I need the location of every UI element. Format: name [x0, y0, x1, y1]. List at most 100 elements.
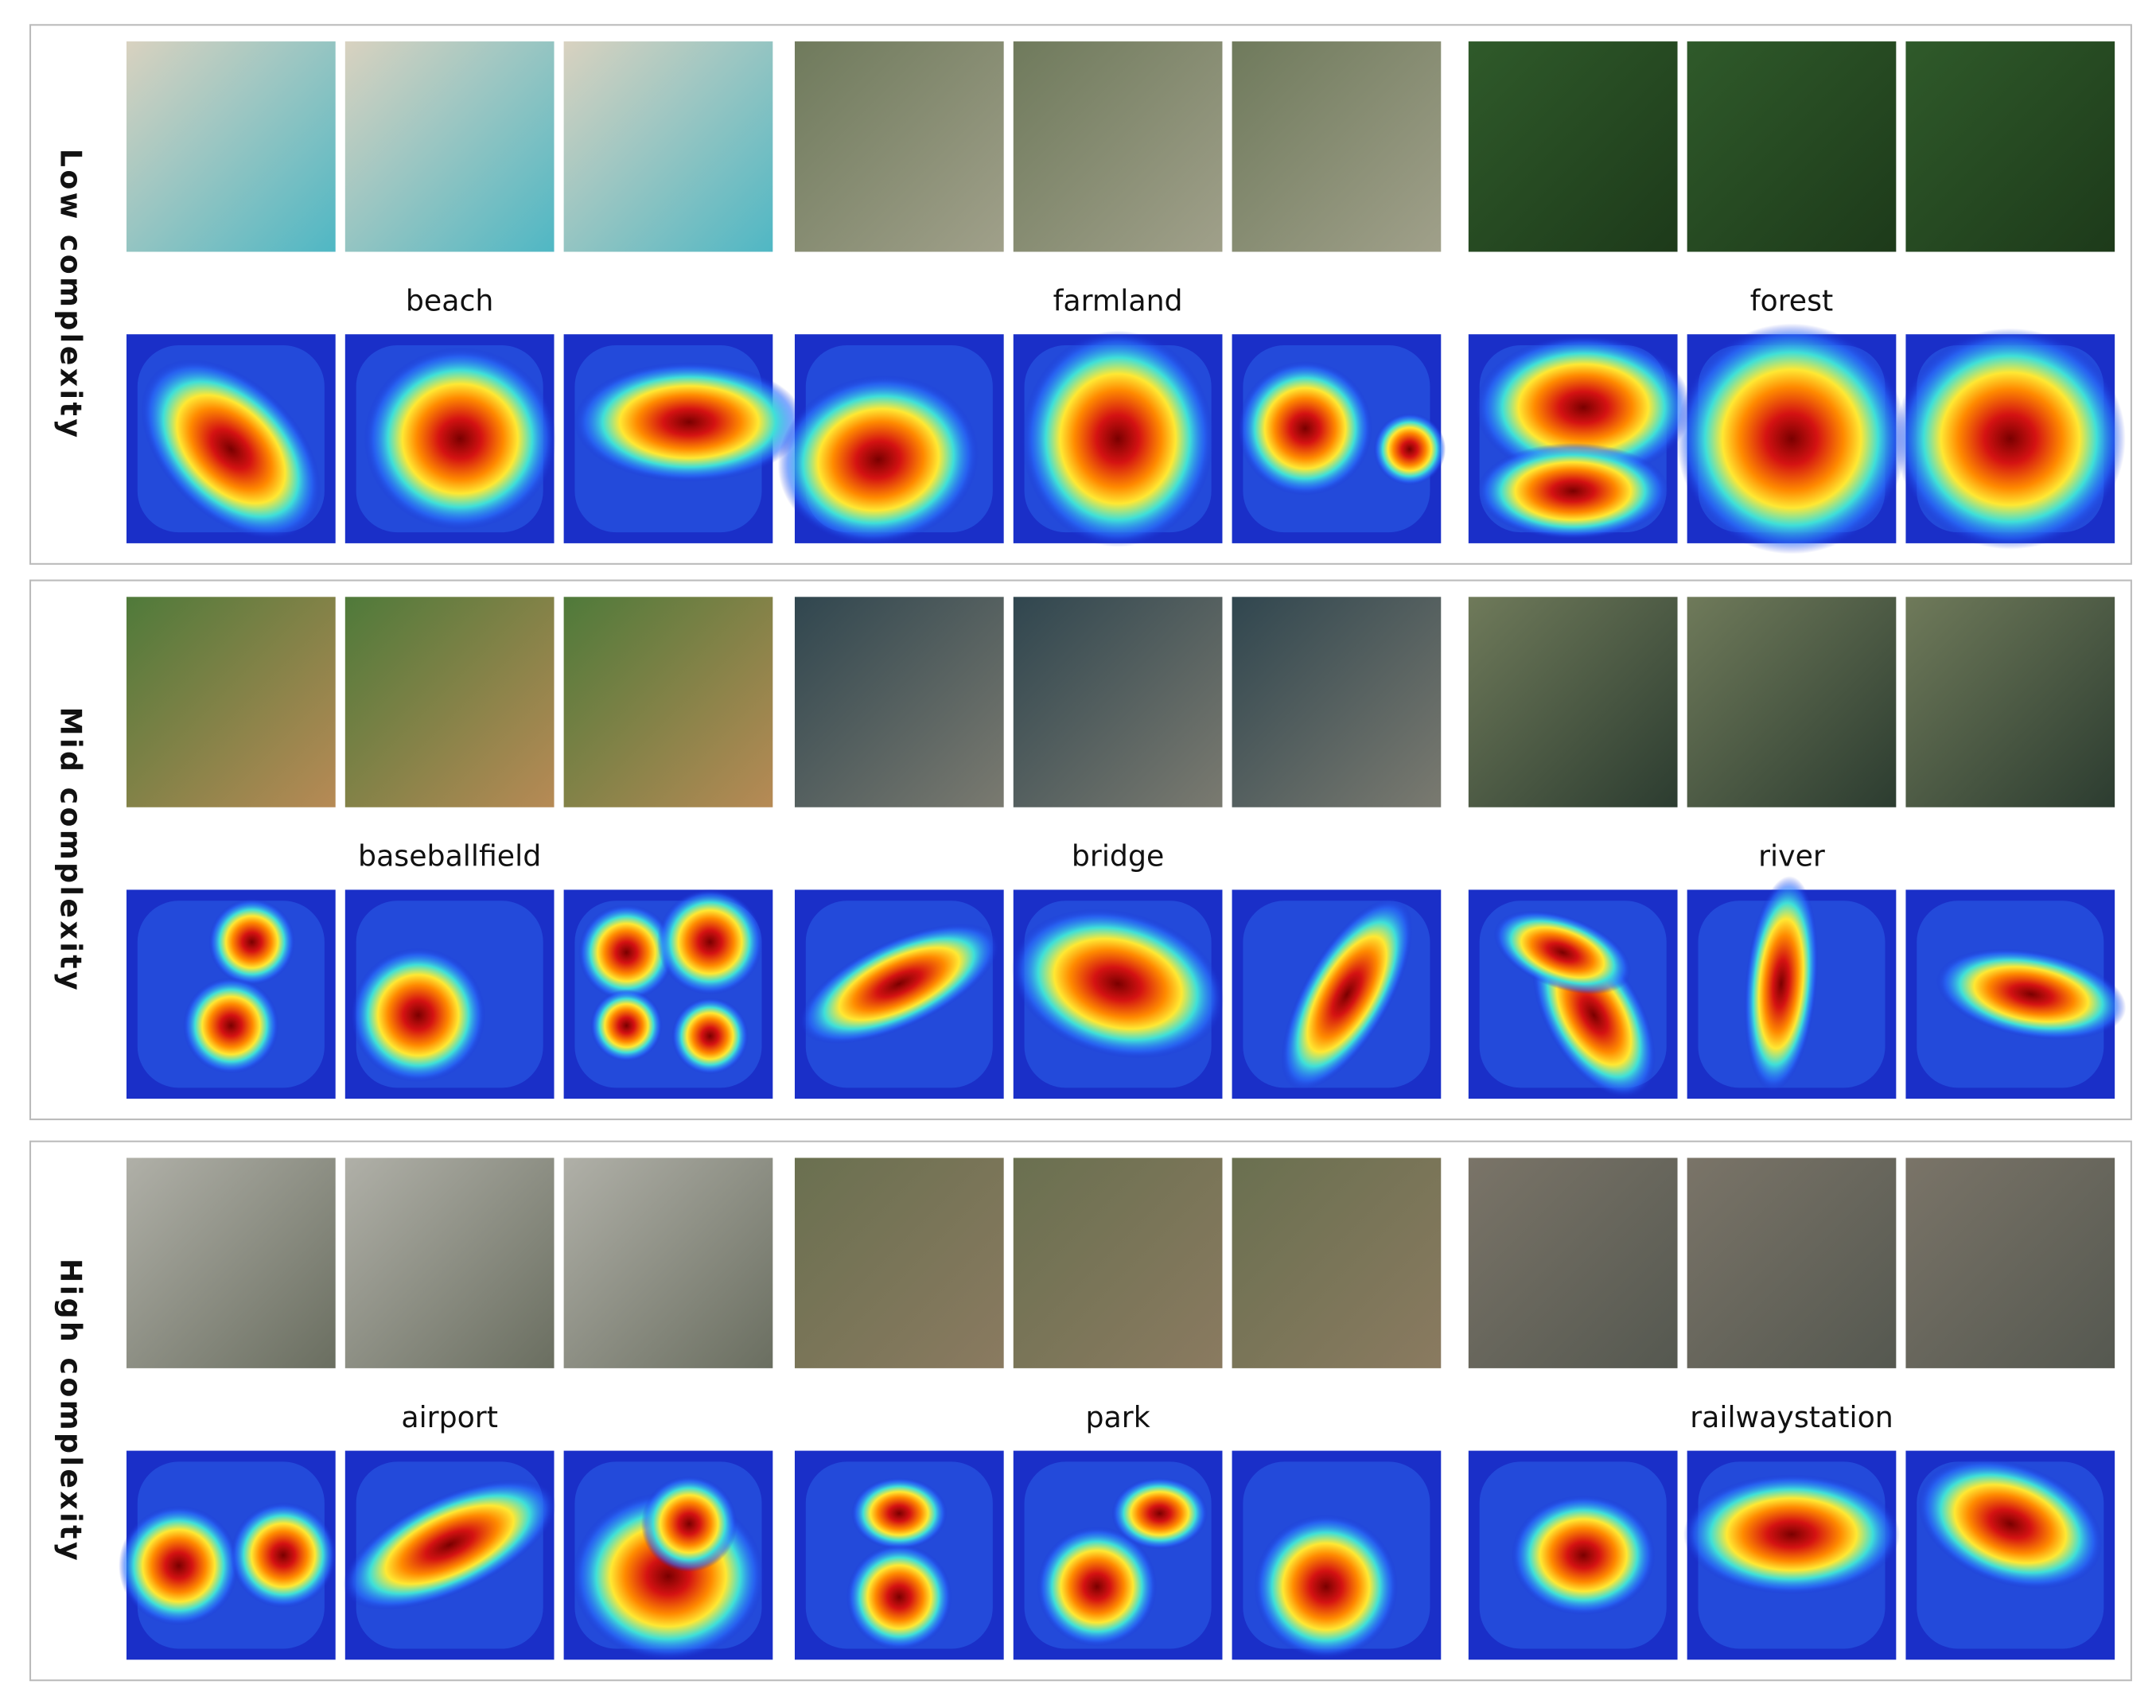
heat-blob [578, 904, 675, 1001]
heat-blob [671, 997, 749, 1075]
scene-photo [1905, 597, 2115, 807]
scene-photo [1232, 1157, 1442, 1368]
heat-blob [1037, 1526, 1158, 1647]
heat-blob [1111, 1477, 1208, 1550]
heat-blob [640, 1476, 737, 1572]
attention-heatmap [1013, 1450, 1223, 1660]
class-label: airport [401, 1400, 498, 1434]
scene-photo [1468, 1157, 1678, 1368]
attention-heatmap [343, 1450, 557, 1660]
class-label: forest [1750, 283, 1834, 317]
attention-heatmap [563, 334, 805, 543]
attention-heatmap [1013, 330, 1223, 547]
heat-blob [1894, 328, 2126, 550]
heat-blob [1917, 1458, 2103, 1589]
heat-blob [846, 1544, 952, 1650]
attention-heatmap [794, 889, 1004, 1099]
class-label: baseballfield [358, 839, 541, 873]
panel-frame [29, 579, 2132, 1121]
heat-blob [343, 1479, 557, 1610]
heat-blob [230, 1502, 337, 1609]
panel-frame [29, 24, 2132, 565]
scene-photo [1468, 41, 1678, 252]
heat-blob [208, 898, 296, 986]
heat-blob [777, 375, 979, 545]
scene-photo [344, 41, 555, 252]
attention-heatmap [344, 334, 557, 543]
attention-heatmap [1675, 323, 1908, 554]
heat-blob [1373, 413, 1446, 486]
attention-heatmap [1468, 1450, 1678, 1660]
attention-heatmap [119, 1450, 337, 1660]
attention-heatmap [1687, 876, 1897, 1099]
heat-blob [1936, 948, 2127, 1041]
scene-photo [344, 597, 555, 807]
scene-photo [126, 597, 336, 807]
heat-blob [182, 977, 279, 1074]
attention-heatmap [563, 1450, 773, 1660]
complexity-label: High complexity [53, 1259, 88, 1563]
scene-photo [794, 41, 1004, 252]
heat-blob [1022, 330, 1214, 547]
attention-heatmap [794, 1450, 1004, 1660]
scene-photo [1013, 41, 1223, 252]
scene-photo [1013, 1157, 1223, 1368]
heat-blob [364, 347, 557, 531]
attention-heatmap [1011, 889, 1224, 1099]
class-label: farmland [1053, 283, 1183, 317]
attention-heatmap [563, 889, 773, 1099]
heat-blob [119, 1505, 239, 1626]
class-label: river [1758, 839, 1825, 873]
heat-blob [1675, 323, 1908, 554]
class-label: bridge [1072, 839, 1164, 873]
scene-photo [794, 1157, 1004, 1368]
scene-photo [1232, 41, 1442, 252]
heat-blob [1237, 360, 1373, 496]
scene-photo [1905, 1157, 2115, 1368]
attention-heatmap [1683, 1450, 1900, 1660]
heat-blob [1254, 1514, 1399, 1659]
scene-photo [1905, 41, 2115, 252]
attention-heatmap [1905, 1450, 2115, 1660]
scene-photo [126, 1157, 336, 1368]
attention-heatmap [1232, 1450, 1442, 1660]
heat-blob [351, 947, 486, 1083]
scene-photo [1232, 597, 1442, 807]
class-label: beach [406, 283, 494, 317]
attention-heatmap [777, 334, 1004, 545]
heat-blob [1683, 1474, 1900, 1595]
heat-blob [1744, 876, 1819, 1092]
attention-heatmap [1468, 889, 1678, 1099]
attention-heatmap [1468, 334, 1692, 543]
heat-blob [1475, 335, 1692, 480]
panel-frame [29, 1140, 2132, 1682]
heat-blob [1511, 1495, 1656, 1616]
scene-photo [1468, 597, 1678, 807]
heat-blob [1477, 442, 1670, 539]
scene-photo [794, 597, 1004, 807]
scene-photo [1687, 1157, 1897, 1368]
heat-blob [590, 989, 663, 1062]
scene-photo [563, 1157, 773, 1368]
attention-heatmap [1232, 889, 1442, 1099]
heat-blob [1493, 910, 1632, 994]
scene-photo [126, 41, 336, 252]
heat-blob [1281, 897, 1413, 1091]
attention-heatmap [344, 889, 555, 1099]
scene-photo [563, 41, 773, 252]
class-label: railwaystation [1690, 1400, 1893, 1434]
class-label: park [1086, 1400, 1150, 1434]
scene-photo [563, 597, 773, 807]
attention-heatmap [1905, 889, 2127, 1099]
attention-heatmap [1232, 334, 1446, 543]
scene-photo [1687, 41, 1897, 252]
heat-blob [657, 889, 763, 995]
heat-blob [141, 359, 321, 539]
scene-photo [1687, 597, 1897, 807]
complexity-label: Low complexity [53, 149, 88, 441]
scene-photo [1013, 597, 1223, 807]
scene-photo [344, 1157, 555, 1368]
heat-blob [850, 1477, 948, 1550]
attention-heatmap [126, 889, 336, 1099]
attention-heatmap [1894, 328, 2126, 550]
